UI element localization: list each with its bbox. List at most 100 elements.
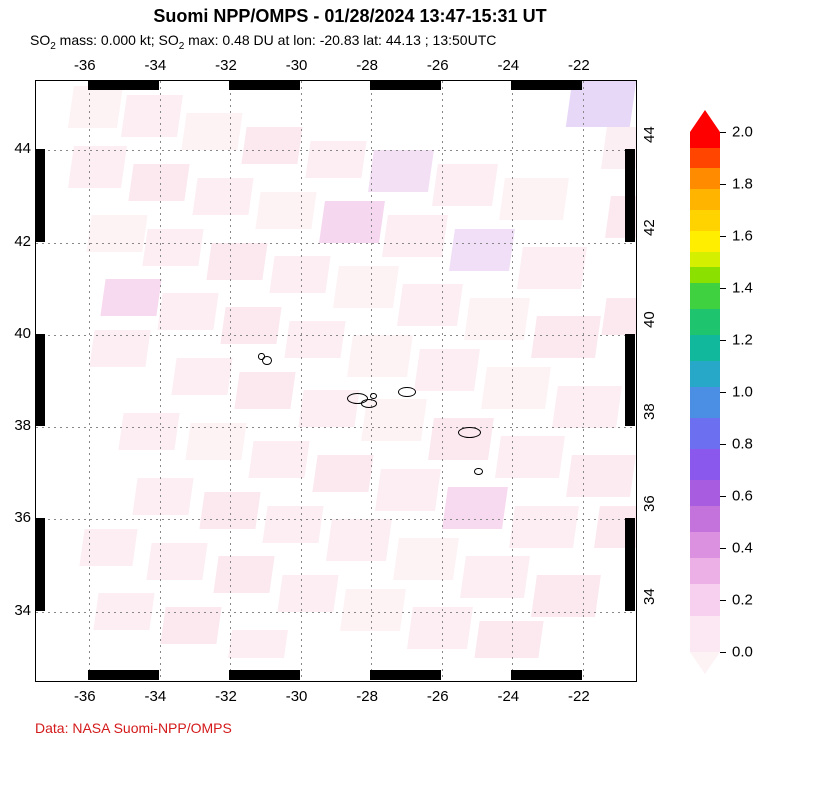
colorbar-segment [690, 168, 720, 189]
lon-tick-label-top: -36 [74, 57, 96, 74]
swath-tile [510, 506, 579, 548]
swath-tile [235, 372, 297, 409]
grid-line-lat [36, 612, 636, 613]
data-source-label: Data: NASA Suomi-NPP/OMPS [35, 720, 232, 736]
colorbar-tick [720, 184, 726, 185]
lon-tick-label-bottom: -32 [215, 688, 237, 705]
colorbar-tick-label: 0.4 [732, 540, 753, 557]
swath-tile [368, 150, 434, 192]
lat-tick-label-right: 36 [641, 496, 658, 513]
swath-tile [206, 243, 268, 280]
swath-tile [428, 418, 494, 460]
colorbar-segment [690, 148, 720, 169]
lon-tick-label-bottom: -36 [74, 688, 96, 705]
swath-tile [146, 543, 208, 580]
border-tick-right [625, 518, 635, 610]
swath-tile [228, 630, 288, 658]
lat-tick-label-left: 40 [1, 325, 31, 342]
swath-tile [284, 321, 346, 358]
lon-tick-label-bottom: -28 [356, 688, 378, 705]
swath-tile [397, 284, 463, 326]
colorbar-segment [690, 210, 720, 231]
swath-tile [450, 229, 516, 271]
colorbar-tick [720, 444, 726, 445]
lon-tick-label-top: -22 [568, 57, 590, 74]
swath-tile [68, 86, 123, 128]
swath-tile [531, 316, 600, 358]
grid-line-lat [36, 519, 636, 520]
lon-tick-label-top: -28 [356, 57, 378, 74]
island-outline [258, 353, 264, 360]
lon-tick-label-top: -32 [215, 57, 237, 74]
swath-tile [393, 538, 459, 580]
swath-tile [100, 279, 162, 316]
colorbar-arrow-bottom [690, 652, 720, 674]
chart-subtitle: SO2 mass: 0.000 kt; SO2 max: 0.48 DU at … [30, 32, 496, 52]
lat-tick-label-right: 34 [641, 588, 658, 605]
grid-line-lon [301, 81, 302, 681]
swath-tile [602, 298, 637, 335]
border-tick-left [35, 334, 45, 426]
swath-tile [326, 519, 392, 561]
swath-tile [481, 367, 550, 409]
grid-line-lat [36, 150, 636, 151]
colorbar-segment [690, 506, 720, 532]
swath-tile [277, 575, 339, 612]
border-tick-bottom [88, 670, 159, 680]
colorbar-tick-label: 2.0 [732, 124, 753, 141]
border-tick-top [88, 80, 159, 90]
colorbar-tick-label: 1.6 [732, 228, 753, 245]
swath-tile [382, 215, 448, 257]
border-tick-top [370, 80, 441, 90]
swath-tile [340, 589, 406, 631]
swath-tile [68, 146, 127, 188]
lat-tick-label-left: 42 [1, 233, 31, 250]
lat-tick-label-right: 40 [641, 311, 658, 328]
swath-tile [517, 247, 586, 289]
swath-tile [475, 621, 544, 658]
swath-tile [157, 293, 219, 330]
border-tick-left [35, 518, 45, 610]
colorbar-tick-label: 1.4 [732, 280, 753, 297]
colorbar-segment [690, 252, 720, 268]
border-tick-left [35, 149, 45, 241]
colorbar-tick-label: 0.0 [732, 644, 753, 661]
colorbar-tick-label: 0.2 [732, 592, 753, 609]
colorbar-segment [690, 309, 720, 335]
swath-tile [192, 178, 254, 215]
grid-line-lon [89, 81, 90, 681]
colorbar-segment [690, 418, 720, 449]
colorbar-tick-label: 1.0 [732, 384, 753, 401]
swath-tile [312, 455, 374, 492]
swath-tile [552, 386, 621, 428]
swath-tile [143, 229, 205, 266]
swath-tile [213, 556, 275, 593]
colorbar-tick-label: 0.6 [732, 488, 753, 505]
lat-tick-label-right: 42 [641, 219, 658, 236]
swath-tile [464, 298, 530, 340]
colorbar-body [690, 132, 720, 652]
swath-tile [305, 141, 367, 178]
colorbar-arrow-top [690, 110, 720, 132]
lat-tick-label-left: 44 [1, 140, 31, 157]
swath-tile [442, 487, 508, 529]
colorbar-tick [720, 496, 726, 497]
colorbar-tick-label: 0.8 [732, 436, 753, 453]
grid-line-lon [583, 81, 584, 681]
swath-tile [132, 478, 194, 515]
grid-line-lat [36, 243, 636, 244]
lon-tick-label-top: -26 [427, 57, 449, 74]
colorbar-segment [690, 361, 720, 387]
swath-tile [242, 127, 304, 164]
swath-tile [182, 113, 244, 150]
border-tick-bottom [370, 670, 441, 680]
colorbar-segment [690, 267, 720, 283]
swath-tile [171, 358, 233, 395]
swath-tile [375, 469, 441, 511]
map-plot-area [35, 80, 637, 682]
colorbar-tick [720, 340, 726, 341]
chart-title: Suomi NPP/OMPS - 01/28/2024 13:47-15:31 … [0, 6, 700, 27]
lon-tick-label-bottom: -22 [568, 688, 590, 705]
colorbar-segment [690, 387, 720, 418]
lat-tick-label-left: 38 [1, 417, 31, 434]
